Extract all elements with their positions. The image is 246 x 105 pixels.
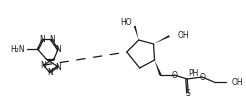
Text: O: O bbox=[199, 72, 205, 81]
Text: N: N bbox=[41, 61, 46, 70]
Text: O: O bbox=[171, 70, 177, 79]
Text: HO: HO bbox=[120, 18, 132, 26]
Text: N: N bbox=[39, 35, 45, 44]
Text: N: N bbox=[49, 35, 55, 44]
Text: N: N bbox=[55, 62, 61, 72]
Text: S: S bbox=[186, 89, 191, 98]
Text: N: N bbox=[47, 68, 53, 77]
Polygon shape bbox=[154, 60, 162, 75]
Polygon shape bbox=[134, 26, 139, 40]
Text: OH: OH bbox=[177, 30, 189, 39]
Text: N: N bbox=[55, 45, 61, 54]
Text: H₂N: H₂N bbox=[10, 45, 25, 54]
Text: PH: PH bbox=[188, 69, 199, 78]
Text: OH: OH bbox=[232, 77, 243, 87]
Polygon shape bbox=[154, 35, 170, 44]
